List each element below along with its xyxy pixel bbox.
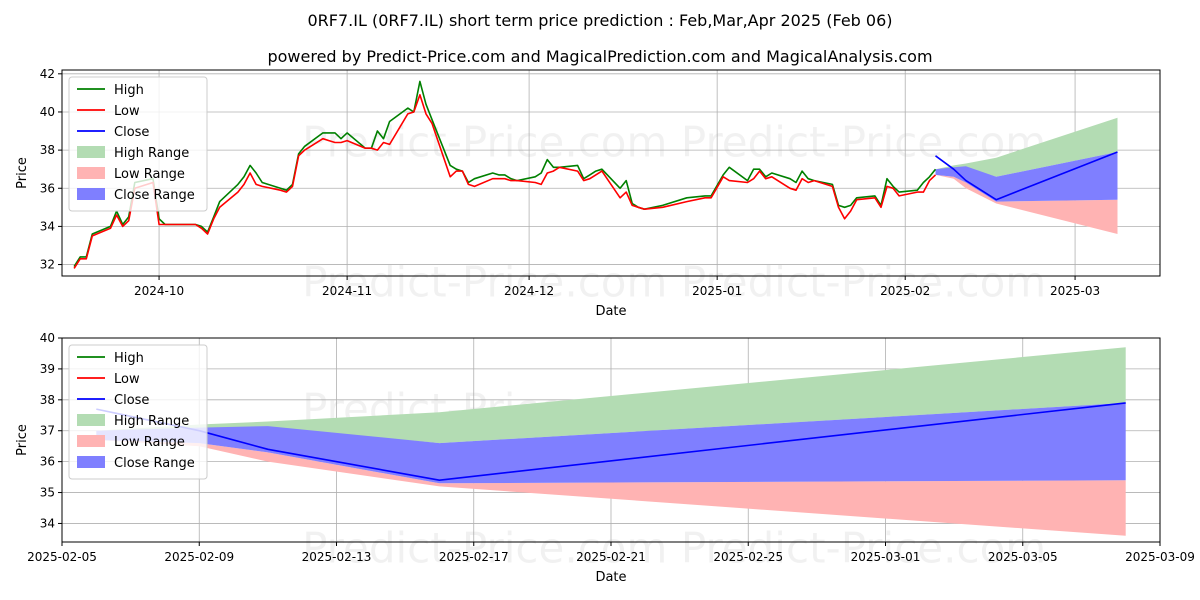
legend-label: Close Range: [114, 456, 195, 471]
legend-label: Low: [114, 104, 140, 119]
x-tick-label: 2025-02-25: [713, 550, 783, 564]
legend-label: Low Range: [114, 167, 185, 182]
y-tick-label: 38: [40, 393, 55, 407]
chart-subtitle: powered by Predict-Price.com and Magical…: [267, 47, 932, 66]
top-panel: Predict-Price.com Predict-Price.com Predic…: [15, 67, 1161, 319]
legend-patch-swatch: [77, 435, 105, 447]
x-tick-label: 2025-02-21: [576, 550, 646, 564]
legend-label: Close: [114, 393, 149, 408]
x-tick-label: 2025-02-13: [302, 550, 372, 564]
y-tick-label: 36: [40, 181, 55, 195]
watermark-text: Predict-Price.com: [302, 118, 667, 167]
legend-label: Close: [114, 125, 149, 140]
x-tick-label: 2025-02-09: [164, 550, 234, 564]
y-tick-label: 35: [40, 486, 55, 500]
legend-patch-swatch: [77, 167, 105, 179]
x-tick-label: 2025-03-09: [1125, 550, 1195, 564]
y-tick-label: 36: [40, 455, 55, 469]
legend-patch-swatch: [77, 456, 105, 468]
y-axis-label: Price: [15, 424, 30, 456]
close-range-band: [96, 402, 1126, 484]
legend-label: High Range: [114, 414, 189, 429]
chart-title: 0RF7.IL (0RF7.IL) short term price predi…: [308, 11, 893, 30]
y-tick-label: 40: [40, 331, 55, 345]
x-axis-label: Date: [595, 304, 626, 319]
y-tick-label: 37: [40, 424, 55, 438]
bottom-panel: Predict-Price.comPredict-Price.comPredic…: [15, 331, 1195, 585]
watermark-text: Predict-Price.com: [302, 523, 667, 572]
x-tick-label: 2024-11: [322, 284, 372, 298]
x-tick-label: 2025-03-05: [988, 550, 1058, 564]
legend: High Low Close High Range Low Range Close Ran…: [68, 76, 208, 212]
y-tick-label: 39: [40, 362, 55, 376]
watermark-text: Predict-Price.com: [681, 523, 1046, 572]
legend-label: High: [114, 351, 144, 366]
low-range-band: [96, 440, 1126, 536]
low-line: [73, 94, 937, 269]
x-tick-label: 2025-03: [1050, 284, 1100, 298]
legend-label: High: [114, 83, 144, 98]
x-tick-label: 2024-12: [504, 284, 554, 298]
high-range-band: [935, 117, 1118, 177]
x-tick-label: 2025-02: [880, 284, 930, 298]
y-tick-label: 42: [40, 67, 55, 81]
x-tick-label: 2024-10: [134, 284, 184, 298]
legend-label: High Range: [114, 146, 189, 161]
x-tick-label: 2025-02-17: [439, 550, 509, 564]
low-range-band: [935, 174, 1118, 234]
legend-patch-swatch: [77, 146, 105, 158]
x-tick-label: 2025-03-01: [851, 550, 921, 564]
high-range-band: [96, 347, 1126, 444]
y-tick-label: 34: [40, 516, 55, 530]
x-axis-label: Date: [595, 570, 626, 585]
legend-patch-swatch: [77, 188, 105, 200]
legend-label: Low Range: [114, 435, 185, 450]
x-tick-label: 2025-02-05: [27, 550, 97, 564]
legend-label: Low: [114, 372, 140, 387]
y-tick-label: 32: [40, 258, 55, 272]
close-line: [935, 151, 1118, 201]
watermark-text: Predict-Price.com: [681, 258, 1046, 307]
x-tick-label: 2025-01: [692, 284, 742, 298]
plot-frame: [61, 337, 1161, 543]
watermark-text: Predict-Price.com: [302, 258, 667, 307]
legend-patch-swatch: [77, 414, 105, 426]
watermark-text: Predict-Price.com: [681, 118, 1046, 167]
legend: High Low Close High Range Low Range Close Ran…: [68, 344, 208, 480]
y-tick-label: 34: [40, 219, 55, 233]
y-tick-label: 38: [40, 143, 55, 157]
high-line: [73, 80, 937, 267]
legend-label: Close Range: [114, 188, 195, 203]
y-axis-label: Price: [15, 157, 30, 189]
y-tick-label: 40: [40, 105, 55, 119]
plot-frame: [61, 69, 1161, 277]
